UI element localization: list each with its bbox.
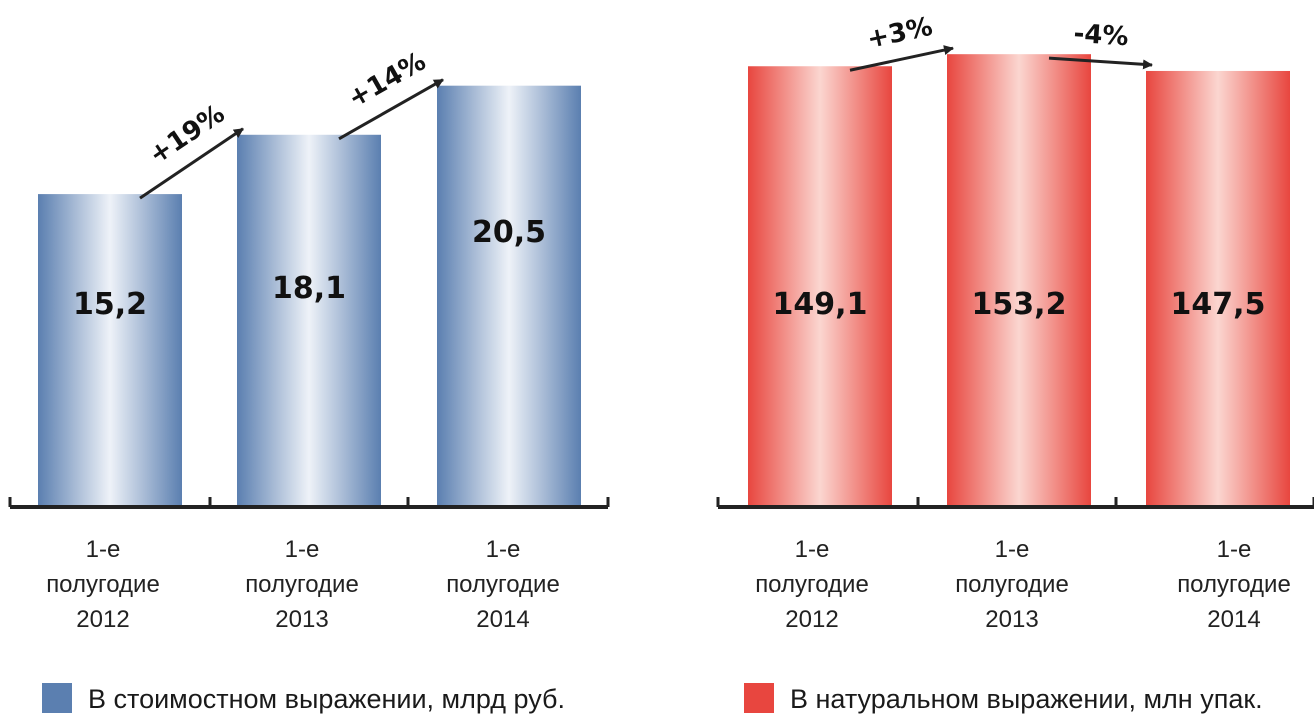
- change-label: +19%: [144, 99, 230, 171]
- category-label: полугодие: [446, 571, 560, 598]
- category-label: 2013: [985, 606, 1038, 633]
- data-label: 18,1: [272, 271, 346, 306]
- category-label: 2014: [476, 606, 529, 633]
- bar: [437, 85, 581, 505]
- category-label: 2014: [1207, 606, 1260, 633]
- chart-panel-volume: 149,1 153,2 147,5 1-е полугодие 2012 1-е полуго…: [716, 12, 1314, 714]
- data-label: 147,5: [1171, 287, 1266, 322]
- bar: [947, 54, 1091, 506]
- change-label: +3%: [864, 12, 935, 55]
- change-arrow: [849, 45, 954, 72]
- category-label: 2012: [76, 606, 129, 633]
- category-label: полугодие: [755, 571, 869, 598]
- bar: [38, 194, 182, 505]
- category-label: полугодие: [46, 571, 160, 598]
- category-label: 1-е: [285, 536, 320, 563]
- category-label: 1-е: [86, 536, 121, 563]
- bar: [1146, 70, 1290, 505]
- data-label: 20,5: [472, 215, 546, 250]
- category-label: 1-е: [995, 536, 1030, 563]
- data-label: 153,2: [972, 287, 1067, 322]
- data-label: 149,1: [773, 287, 868, 322]
- bar: [237, 134, 381, 506]
- bar: [748, 66, 892, 505]
- legend-swatch: [42, 683, 72, 713]
- change-arrow: [139, 127, 244, 200]
- legend-text: В натуральном выражении, млн упак.: [790, 684, 1263, 714]
- category-label: 2012: [785, 606, 838, 633]
- chart-panel-value: 15,2 18,1 20,5 1-е полугодие 2012 1-е полугодие…: [8, 46, 610, 714]
- change-label: +14%: [343, 46, 431, 114]
- category-label: 1-е: [795, 536, 830, 563]
- category-label: полугодие: [955, 571, 1069, 598]
- category-label: 1-е: [486, 536, 521, 563]
- category-label: полугодие: [245, 571, 359, 598]
- change-arrow: [1048, 56, 1153, 70]
- category-label: 1-е: [1217, 536, 1252, 563]
- change-arrow: [338, 78, 444, 141]
- change-label: -4%: [1073, 19, 1130, 53]
- category-label: 2013: [275, 606, 328, 633]
- data-label: 15,2: [73, 287, 147, 322]
- legend-text: В стоимостном выражении, млрд руб.: [88, 684, 565, 714]
- category-label: полугодие: [1177, 571, 1291, 598]
- legend-swatch: [744, 683, 774, 713]
